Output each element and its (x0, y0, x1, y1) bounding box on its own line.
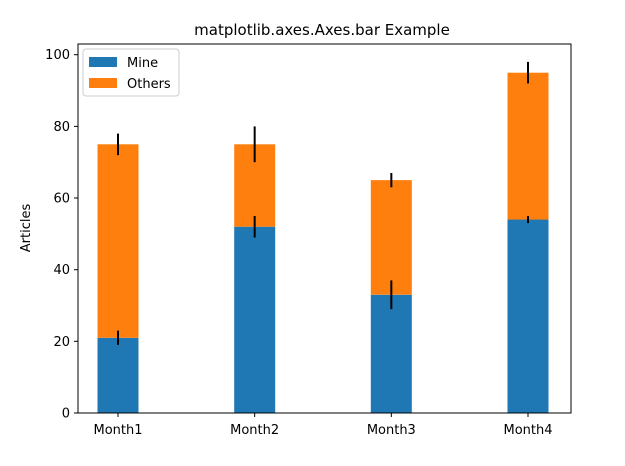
x-tick-label: Month4 (503, 423, 552, 438)
bars-layer (97, 72, 549, 413)
y-tick-label: 40 (53, 263, 70, 278)
bar-others-3 (370, 180, 412, 295)
y-axis: 0 20 40 60 80 100 (45, 48, 78, 422)
bar-others-1 (97, 144, 139, 338)
bar-mine-2 (234, 226, 276, 413)
bar-mine-4 (507, 219, 549, 413)
legend-swatch-mine (89, 57, 117, 67)
y-tick-label: 80 (53, 120, 70, 135)
y-tick-label: 0 (62, 407, 70, 422)
legend-swatch-others (89, 78, 117, 88)
bar-mine-1 (97, 337, 139, 413)
y-axis-label: Articles (19, 204, 34, 253)
x-tick-label: Month1 (93, 423, 142, 438)
x-tick-label: Month2 (230, 423, 279, 438)
legend: Mine Others (82, 48, 180, 97)
legend-label-mine: Mine (127, 56, 158, 71)
chart-title: matplotlib.axes.Axes.bar Example (194, 21, 450, 39)
y-tick-label: 100 (45, 48, 70, 63)
axes-frame (77, 43, 572, 414)
error-bars-layer (117, 61, 529, 345)
y-tick-label: 20 (53, 335, 70, 350)
bar-mine-3 (370, 294, 412, 413)
y-tick-label: 60 (53, 192, 70, 207)
x-axis: Month1 Month2 Month3 Month4 (93, 413, 553, 438)
bar-others-4 (507, 72, 549, 220)
x-tick-label: Month3 (367, 423, 416, 438)
legend-label-others: Others (127, 77, 171, 92)
